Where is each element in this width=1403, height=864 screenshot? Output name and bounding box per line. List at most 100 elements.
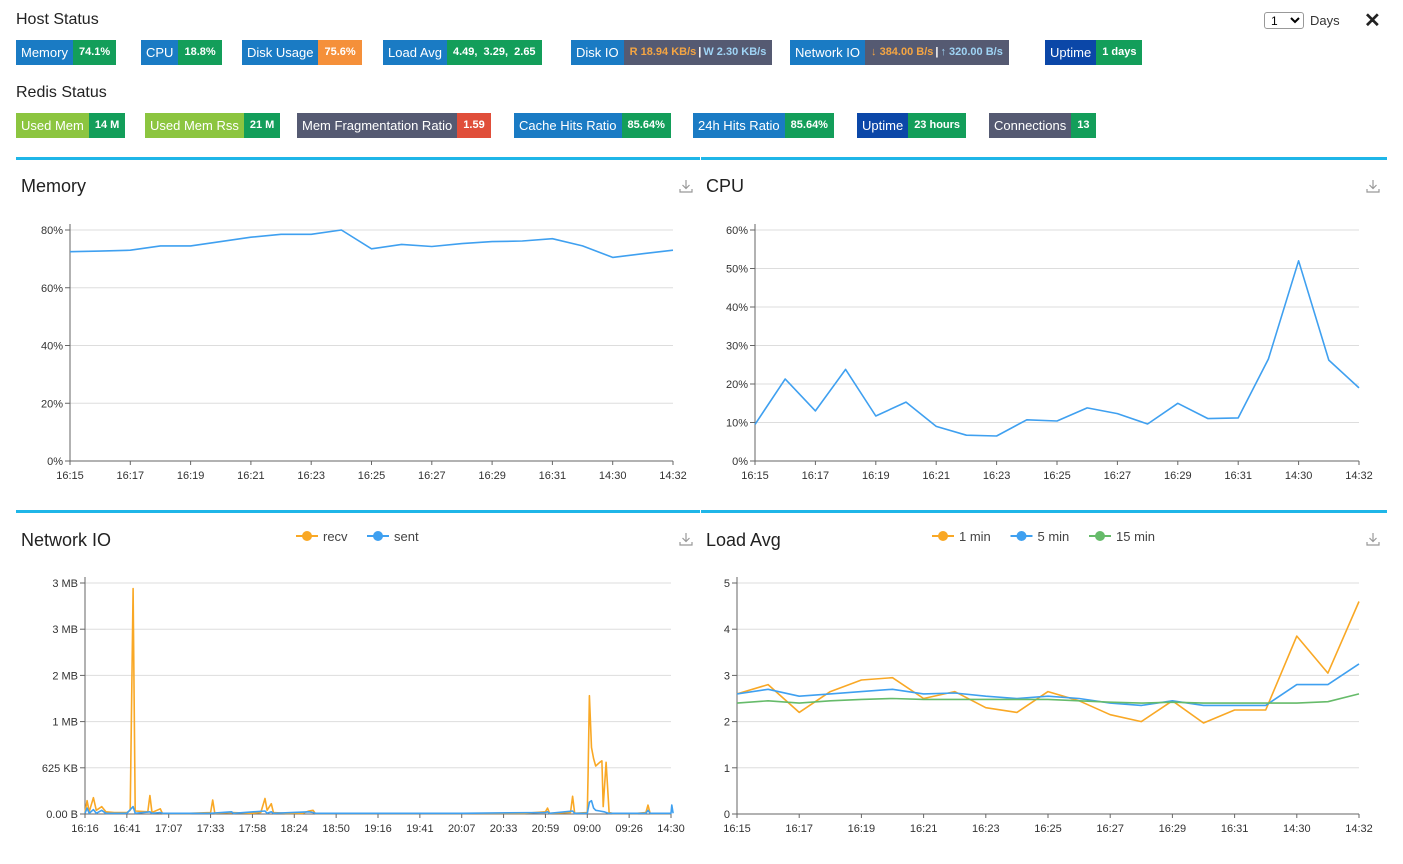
x-tick-label: 16:21 <box>922 470 950 482</box>
x-tick-label: 14:30 <box>657 823 685 835</box>
legend-swatch-dot <box>1016 531 1027 541</box>
days-select[interactable]: 1 <box>1264 12 1304 29</box>
x-tick-label: 18:50 <box>322 823 350 835</box>
badge-value: 23 hours <box>908 113 967 138</box>
disk-read-value: R 18.94 KB/s <box>629 46 697 58</box>
separator: | <box>698 46 702 58</box>
legend-label: recv <box>323 529 348 544</box>
download-icon[interactable] <box>678 178 694 194</box>
series-line <box>84 799 674 815</box>
badge-label: 24h Hits Ratio <box>693 113 785 138</box>
download-icon[interactable] <box>678 531 694 547</box>
badge-value: ↓ 384.00 B/s | ↑ 320.00 B/s <box>865 40 1009 65</box>
x-tick-label: 16:29 <box>1164 470 1192 482</box>
load-avg-chart-title: Load Avg <box>706 530 781 550</box>
x-tick-label: 16:27 <box>1104 470 1132 482</box>
x-tick-label: 16:15 <box>741 470 769 482</box>
legend-swatch-dot <box>373 531 383 541</box>
badge-value: 13 <box>1071 113 1096 138</box>
x-tick-label: 16:31 <box>539 470 567 482</box>
y-tick-label: 625 KB <box>42 763 78 775</box>
badge-value: R 18.94 KB/s | W 2.30 KB/s <box>623 40 773 65</box>
download-icon[interactable] <box>1365 178 1381 194</box>
badge-value: 14 M <box>88 113 126 138</box>
x-tick-label: 09:00 <box>574 823 602 835</box>
badge-label: Disk IO <box>571 40 624 65</box>
x-tick-label: 19:16 <box>364 823 392 835</box>
badge-value: 18.8% <box>178 40 222 65</box>
host-badge-network-io: Network IO ↓ 384.00 B/s | ↑ 320.00 B/s <box>790 40 1009 65</box>
y-tick-label: 0 <box>724 809 730 821</box>
y-tick-label: 4 <box>724 624 730 636</box>
x-tick-label: 16:29 <box>1159 823 1187 835</box>
x-tick-label: 16:16 <box>71 823 99 835</box>
x-tick-label: 17:07 <box>155 823 183 835</box>
badge-label: Network IO <box>790 40 866 65</box>
y-tick-label: 3 MB <box>52 624 78 636</box>
x-tick-label: 16:29 <box>478 470 506 482</box>
host-badge-disk-io: Disk IO R 18.94 KB/s | W 2.30 KB/s <box>571 40 773 65</box>
x-tick-label: 16:27 <box>418 470 446 482</box>
net-recv-value: ↓ 384.00 B/s <box>871 46 934 58</box>
y-tick-label: 30% <box>726 341 748 353</box>
x-tick-label: 09:26 <box>615 823 643 835</box>
legend-swatch-dot <box>302 531 312 541</box>
x-tick-label: 16:21 <box>237 470 265 482</box>
host-status-title: Host Status <box>16 11 99 28</box>
badge-value: 4.49, 3.29, 2.65 <box>446 40 542 65</box>
badge-value: 85.64% <box>784 113 834 138</box>
x-tick-label: 20:33 <box>490 823 518 835</box>
series-line <box>754 259 1360 437</box>
host-badge-cpu: CPU 18.8% <box>141 40 222 65</box>
x-tick-label: 14:32 <box>659 470 687 482</box>
x-tick-label: 16:23 <box>972 823 1000 835</box>
badge-label: CPU <box>141 40 179 65</box>
badge-value: 21 M <box>243 113 281 138</box>
y-tick-label: 3 MB <box>52 578 78 590</box>
load-avg-panel: Load Avg <box>701 510 1387 844</box>
y-tick-label: 20% <box>41 398 63 410</box>
x-tick-label: 14:30 <box>599 470 627 482</box>
y-tick-label: 20% <box>726 379 748 391</box>
legend-label: sent <box>394 529 419 544</box>
x-tick-label: 16:23 <box>297 470 325 482</box>
series-line <box>736 663 1360 707</box>
legend-label: 1 min <box>959 529 991 544</box>
days-label: Days <box>1310 13 1340 28</box>
x-tick-label: 16:31 <box>1221 823 1249 835</box>
download-icon[interactable] <box>1365 531 1381 547</box>
y-tick-label: 0% <box>47 456 63 468</box>
x-tick-label: 16:41 <box>113 823 141 835</box>
legend-swatch-dot <box>1095 531 1105 541</box>
redis-badge-used-mem: Used Mem 14 M <box>16 113 126 138</box>
badge-value: 74.1% <box>72 40 117 65</box>
legend-swatch-dot <box>938 531 948 541</box>
x-tick-label: 16:21 <box>910 823 938 835</box>
cpu-panel: CPU <box>701 157 1387 491</box>
x-tick-label: 16:19 <box>862 470 890 482</box>
x-tick-label: 20:59 <box>532 823 560 835</box>
close-button[interactable]: ✕ <box>1364 10 1381 32</box>
y-tick-label: 0% <box>732 456 748 468</box>
badge-label: Uptime <box>1045 40 1097 65</box>
x-tick-label: 16:25 <box>358 470 386 482</box>
redis-badge-uptime: Uptime 23 hours <box>857 113 967 138</box>
y-tick-label: 3 <box>724 670 730 682</box>
y-tick-label: 10% <box>726 418 748 430</box>
x-tick-label: 16:27 <box>1096 823 1124 835</box>
y-tick-label: 2 MB <box>52 670 78 682</box>
redis-badge-24h-hits: 24h Hits Ratio 85.64% <box>693 113 834 138</box>
x-tick-label: 17:33 <box>197 823 225 835</box>
badge-label: Memory <box>16 40 73 65</box>
badge-value: 1.59 <box>457 113 491 138</box>
y-tick-label: 5 <box>724 578 730 590</box>
series-line <box>69 229 674 259</box>
y-tick-label: 0.00 B <box>46 809 78 821</box>
y-tick-label: 40% <box>41 341 63 353</box>
y-tick-label: 1 <box>724 763 730 775</box>
x-tick-label: 14:32 <box>1345 823 1373 835</box>
network-io-chart-title: Network IO <box>21 530 112 550</box>
x-tick-label: 16:23 <box>983 470 1011 482</box>
host-badge-load-avg: Load Avg 4.49, 3.29, 2.65 <box>383 40 542 65</box>
y-tick-label: 40% <box>726 302 748 314</box>
